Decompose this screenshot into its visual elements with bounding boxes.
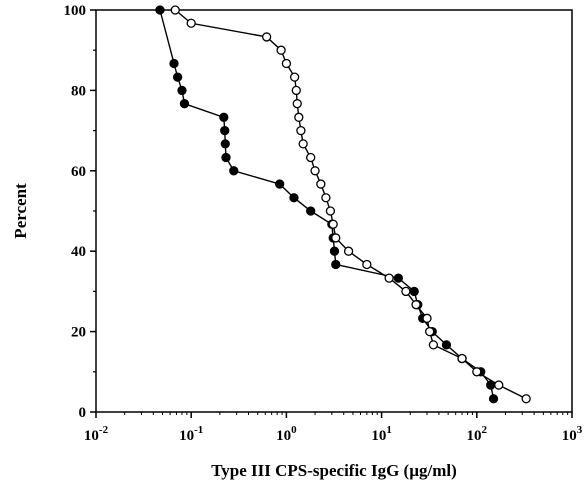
data-point xyxy=(410,287,418,295)
data-point xyxy=(332,260,340,268)
data-point xyxy=(332,234,340,242)
x-tick-label: 103 xyxy=(562,424,583,444)
series-1 xyxy=(156,6,498,403)
data-point xyxy=(329,220,337,228)
data-point xyxy=(291,73,299,81)
data-point xyxy=(322,194,330,202)
data-point xyxy=(221,127,229,135)
data-point xyxy=(345,247,353,255)
x-axis: 10-2 10-1 100 101 102 103 xyxy=(84,412,583,444)
data-point xyxy=(394,274,402,282)
x-tick-label: 10-2 xyxy=(84,424,109,444)
data-point xyxy=(429,341,437,349)
data-point xyxy=(307,207,315,215)
data-point xyxy=(426,328,434,336)
data-point xyxy=(442,341,450,349)
y-axis: 0 20 40 60 80 100 xyxy=(64,3,97,421)
data-point xyxy=(282,59,290,67)
x-tick-label: 10-1 xyxy=(179,424,203,444)
data-point xyxy=(293,100,301,108)
y-tick-label: 0 xyxy=(79,405,87,421)
data-point xyxy=(311,167,319,175)
y-tick-label: 100 xyxy=(64,3,87,19)
x-tick-label: 101 xyxy=(371,424,392,444)
data-point xyxy=(178,86,186,94)
y-tick-label: 20 xyxy=(71,325,86,341)
data-point xyxy=(458,355,466,363)
y-axis-title: Percent xyxy=(11,183,30,239)
data-point xyxy=(290,194,298,202)
series-line xyxy=(160,10,494,399)
data-point xyxy=(326,207,334,215)
y-tick-label: 60 xyxy=(71,164,86,180)
data-point xyxy=(220,113,228,121)
data-point xyxy=(473,368,481,376)
data-point xyxy=(412,301,420,309)
data-point xyxy=(363,260,371,268)
data-point xyxy=(490,395,498,403)
data-point xyxy=(221,140,229,148)
data-point xyxy=(292,86,300,94)
data-point xyxy=(385,274,393,282)
data-point xyxy=(423,314,431,322)
data-point xyxy=(263,33,271,41)
data-point xyxy=(495,381,503,389)
series-layer xyxy=(156,6,530,403)
data-point xyxy=(156,6,164,14)
series-2 xyxy=(171,6,530,403)
x-axis-title: Type III CPS-specific IgG (µg/ml) xyxy=(211,461,457,480)
data-point xyxy=(171,6,179,14)
data-point xyxy=(402,287,410,295)
x-tick-label: 100 xyxy=(276,424,297,444)
data-point xyxy=(307,154,315,162)
data-point xyxy=(180,100,188,108)
data-point xyxy=(277,46,285,54)
data-point xyxy=(299,140,307,148)
y-tick-label: 40 xyxy=(71,244,86,260)
data-point xyxy=(222,154,230,162)
data-point xyxy=(170,59,178,67)
y-tick-label: 80 xyxy=(71,83,86,99)
data-point xyxy=(295,113,303,121)
data-point xyxy=(174,73,182,81)
data-point xyxy=(276,180,284,188)
data-point xyxy=(522,395,530,403)
data-point xyxy=(297,127,305,135)
data-point xyxy=(317,180,325,188)
data-point xyxy=(330,247,338,255)
data-point xyxy=(187,19,195,27)
data-point xyxy=(230,167,238,175)
series-line xyxy=(175,10,526,399)
x-tick-label: 102 xyxy=(467,424,488,444)
